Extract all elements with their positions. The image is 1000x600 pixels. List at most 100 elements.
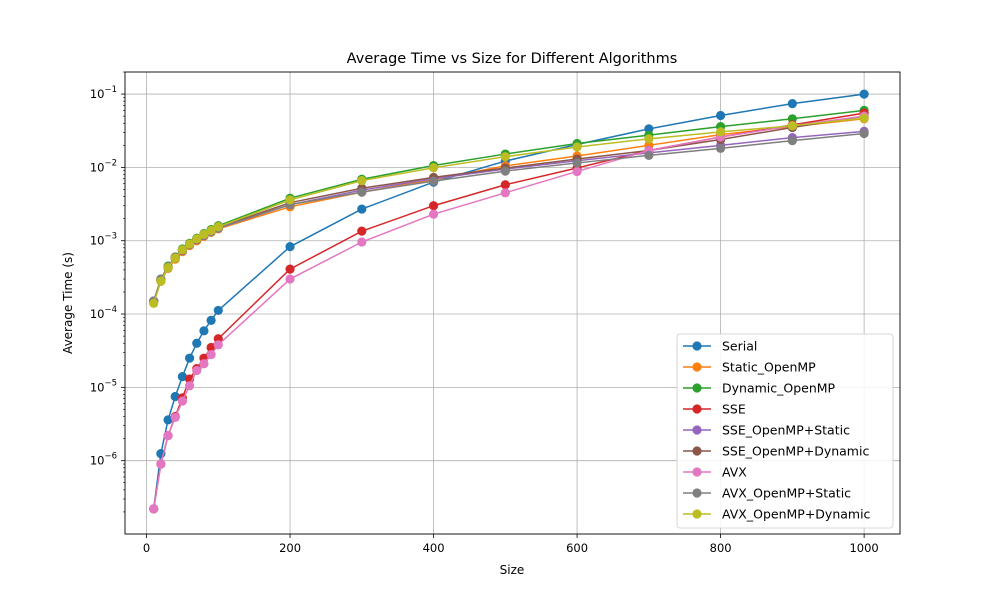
data-point [859, 113, 869, 123]
x-tick-label: 800 [710, 541, 732, 555]
x-tick-label: 0 [143, 541, 150, 555]
data-point [170, 391, 180, 402]
data-point [177, 372, 188, 382]
legend-label: SSE_OpenMP+Static [722, 423, 850, 438]
legend-marker [692, 509, 702, 519]
data-point [192, 365, 202, 376]
data-point [213, 340, 223, 350]
data-point [644, 124, 654, 134]
legend-label: Static_OpenMP [722, 360, 816, 375]
legend-label: Dynamic_OpenMP [722, 381, 836, 396]
y-tick-base: 10 [90, 307, 105, 321]
data-point [213, 305, 223, 316]
data-point [500, 152, 510, 162]
axis-ticks: 0 200 400 600 800 100010−610−510−410−310−210−… [90, 71, 879, 555]
legend-item: SSE [683, 402, 746, 417]
plot-frame [124, 71, 901, 535]
data-point [163, 415, 173, 425]
legend-item: SSE_OpenMP+Static [683, 423, 850, 438]
data-point [716, 127, 726, 137]
legend-item: SSE_OpenMP+Dynamic [683, 444, 869, 459]
data-point [199, 359, 209, 369]
data-point [149, 298, 159, 308]
data-point [644, 150, 654, 160]
x-tick-label: 400 [423, 541, 445, 555]
y-tick-label: 10−3 [90, 232, 117, 248]
data-point [357, 187, 367, 197]
legend-item: AVX_OpenMP+Dynamic [683, 507, 871, 522]
series-avx-openmp-dynamic [149, 113, 869, 308]
data-point [170, 253, 180, 263]
data-point [285, 264, 295, 274]
legend-marker [692, 488, 702, 498]
data-point [357, 237, 367, 247]
data-point [192, 338, 202, 348]
y-tick-label: 10−5 [90, 378, 117, 394]
y-tick-exponent: −1 [104, 85, 117, 95]
data-point [428, 176, 439, 186]
data-point [500, 166, 510, 176]
data-point [716, 143, 726, 153]
data-point [163, 262, 173, 273]
y-tick-exponent: −6 [104, 452, 117, 462]
y-tick-base: 10 [90, 454, 105, 468]
y-tick-base: 10 [90, 380, 105, 394]
chart-title: Average Time vs Size for Different Algor… [347, 51, 678, 67]
data-point [859, 128, 869, 139]
data-point [199, 229, 209, 239]
y-tick-exponent: −4 [104, 305, 117, 315]
legend-marker [692, 425, 702, 435]
data-point [177, 245, 188, 255]
data-point [184, 381, 195, 391]
data-point [357, 176, 367, 186]
legend-label: AVX [722, 465, 747, 480]
data-point [428, 201, 439, 211]
data-point [213, 222, 223, 232]
data-point [357, 204, 367, 214]
data-point [500, 188, 510, 198]
data-point [206, 349, 216, 360]
y-tick-base: 10 [90, 234, 105, 248]
series-lines [149, 89, 869, 514]
legend-marker [692, 467, 702, 477]
data-point [199, 326, 209, 336]
legend: Serial Static_OpenMP Dynamic_OpenMP SSE SSE_… [676, 333, 894, 529]
legend-marker [692, 446, 702, 456]
data-point [500, 180, 510, 190]
y-tick-label: 10−1 [90, 85, 117, 101]
y-tick-label: 10−4 [90, 305, 117, 321]
x-axis-label: Size [500, 563, 525, 577]
data-point [206, 315, 216, 325]
y-tick-base: 10 [90, 87, 105, 101]
y-axis-label: Average Time (s) [61, 252, 75, 354]
data-point [184, 353, 195, 363]
y-tick-exponent: −5 [104, 378, 117, 388]
data-point [787, 135, 797, 146]
data-point [859, 89, 869, 99]
data-point [716, 110, 726, 121]
legend-label: SSE [722, 402, 746, 417]
x-tick-label: 600 [566, 541, 588, 555]
data-point [285, 195, 295, 205]
x-tick-label: 200 [279, 541, 301, 555]
data-point [572, 142, 582, 152]
data-point [156, 459, 166, 469]
data-point [206, 342, 216, 353]
y-tick-label: 10−2 [90, 158, 117, 174]
legend-marker [692, 404, 702, 414]
data-point [206, 225, 216, 236]
legend-item: AVX [683, 465, 747, 480]
legend-box [676, 333, 894, 529]
data-point [428, 209, 439, 219]
data-point [357, 226, 367, 236]
legend-label: AVX_OpenMP+Static [722, 486, 851, 501]
data-point [184, 239, 195, 249]
legend-marker [692, 383, 702, 393]
data-point [644, 134, 654, 144]
data-point [787, 121, 797, 131]
data-point [572, 158, 582, 168]
y-tick-base: 10 [90, 160, 105, 174]
legend-label: AVX_OpenMP+Dynamic [722, 507, 871, 522]
y-tick-exponent: −2 [104, 158, 117, 168]
